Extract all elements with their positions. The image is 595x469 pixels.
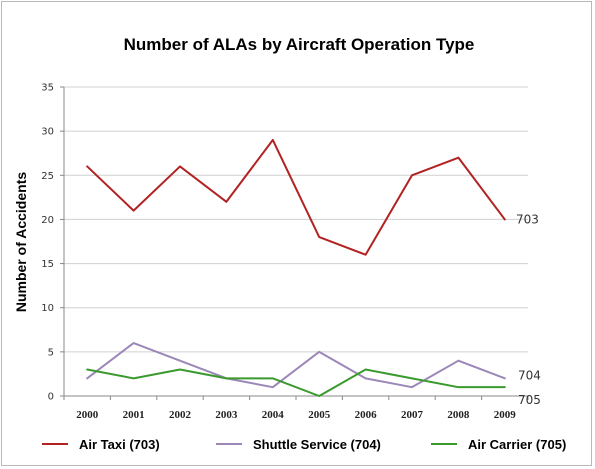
series-end-labels: 703 704 705 [516, 212, 541, 407]
y-axis-label: Number of Accidents [13, 172, 29, 312]
series-end-label: 704 [518, 368, 541, 382]
y-tick-label: 10 [41, 303, 54, 314]
axes [63, 87, 528, 397]
x-tick-label: 2006 [355, 409, 378, 421]
y-tick-label: 15 [41, 259, 54, 270]
series-line [86, 342, 506, 389]
x-tick-label: 2001 [123, 409, 145, 421]
gridlines [64, 86, 528, 353]
x-tick-label: 2009 [494, 409, 517, 421]
series-end-label: 703 [516, 212, 539, 226]
series-line [86, 368, 506, 397]
y-tick-label: 35 [41, 83, 54, 94]
x-tick-label: 2007 [401, 409, 424, 421]
y-axis-ticks: 0 5 10 15 20 25 30 35 [41, 83, 64, 403]
y-tick-label: 0 [48, 392, 54, 403]
x-tick-label: 2004 [262, 409, 285, 421]
series-lines [86, 138, 506, 397]
y-tick-label: 25 [41, 171, 54, 182]
y-tick-label: 20 [41, 215, 54, 226]
x-tick-label: 2000 [76, 409, 99, 421]
series-line [86, 138, 506, 256]
y-tick-label: 5 [48, 347, 54, 358]
x-tick-label: 2003 [215, 409, 238, 421]
legend-label: Air Carrier (705) [468, 437, 566, 452]
x-axis-ticks: 2000 2001 2002 2003 2004 2005 2006 2007 2008 2009 [63, 396, 529, 421]
series-end-label: 705 [518, 393, 541, 407]
y-tick-label: 30 [41, 127, 54, 138]
x-tick-label: 2005 [308, 409, 331, 421]
x-tick-label: 2002 [169, 409, 192, 421]
chart-title: Number of ALAs by Aircraft Operation Typ… [124, 35, 475, 54]
legend: Air Taxi (703) Shuttle Service (704) Air C… [42, 437, 566, 452]
legend-label: Shuttle Service (704) [253, 437, 381, 452]
legend-label: Air Taxi (703) [79, 437, 160, 452]
x-tick-label: 2008 [447, 409, 470, 421]
